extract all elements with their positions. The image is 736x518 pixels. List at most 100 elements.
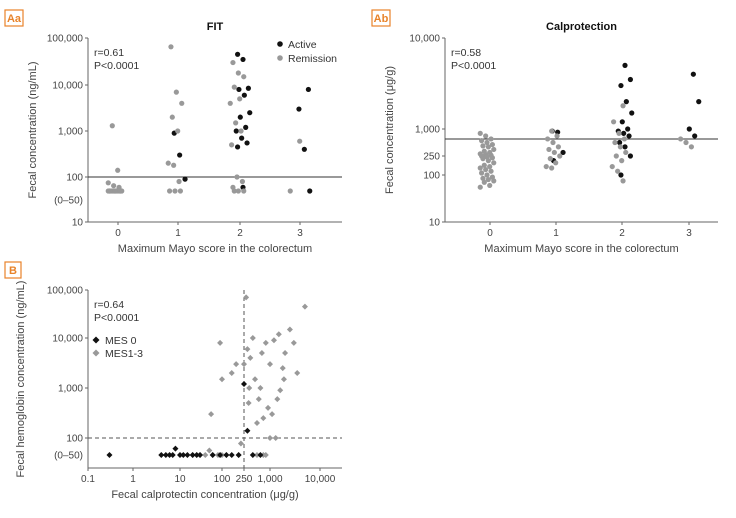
data-point bbox=[617, 139, 623, 146]
data-point bbox=[622, 62, 628, 68]
x-tick-label: 2 bbox=[237, 228, 243, 239]
x-tick-label: 1 bbox=[175, 228, 181, 239]
data-point bbox=[609, 163, 615, 170]
x-tick-label: 2 bbox=[619, 228, 625, 239]
data-point bbox=[223, 452, 230, 458]
data-point bbox=[106, 452, 113, 458]
data-point bbox=[182, 176, 188, 182]
y-tick-label: 10 bbox=[429, 218, 441, 229]
data-point bbox=[239, 178, 245, 185]
data-point bbox=[479, 138, 485, 144]
data-point bbox=[549, 128, 555, 134]
data-point bbox=[553, 160, 559, 166]
data-point bbox=[228, 452, 235, 458]
data-point bbox=[279, 365, 286, 372]
data-point bbox=[228, 369, 235, 376]
data-point bbox=[241, 361, 247, 368]
data-point bbox=[489, 155, 495, 161]
data-point bbox=[260, 415, 267, 422]
data-point bbox=[272, 435, 279, 441]
data-point bbox=[479, 170, 485, 176]
data-point bbox=[696, 99, 702, 105]
x-tick-label: 0 bbox=[487, 228, 493, 239]
legend-marker bbox=[92, 336, 100, 344]
data-point bbox=[208, 411, 215, 418]
data-point bbox=[235, 452, 242, 458]
data-point bbox=[627, 153, 634, 159]
x-axis-label: Fecal calprotectin concentration (μg/g) bbox=[111, 489, 298, 501]
x-tick-label: 1,000 bbox=[257, 474, 282, 485]
data-point bbox=[545, 136, 551, 142]
x-tick-label: 1 bbox=[553, 228, 559, 239]
data-point bbox=[257, 385, 264, 391]
data-point bbox=[623, 99, 629, 105]
data-point bbox=[234, 174, 240, 180]
stat-p: P<0.0001 bbox=[94, 60, 139, 72]
svg-text:Ab: Ab bbox=[374, 13, 389, 25]
data-point bbox=[237, 440, 244, 447]
data-point bbox=[168, 44, 174, 50]
data-point bbox=[235, 144, 241, 150]
data-point bbox=[247, 110, 253, 116]
data-point bbox=[551, 149, 557, 156]
data-point bbox=[249, 335, 256, 341]
y-tick-label: 10,000 bbox=[409, 34, 440, 45]
x-tick-label: 10,000 bbox=[305, 474, 336, 485]
chart-panel-correlation: (0–50) 100 1,000 10,000 100,000 0.1 1 10 100 250 1… bbox=[15, 281, 342, 501]
data-point bbox=[238, 128, 244, 134]
data-point bbox=[244, 427, 251, 434]
data-point bbox=[615, 168, 621, 174]
data-point bbox=[235, 51, 241, 57]
x-tick-label: 1 bbox=[130, 474, 136, 485]
data-point bbox=[258, 350, 265, 357]
panel-label-aa: Aa bbox=[4, 9, 24, 27]
data-point bbox=[621, 130, 627, 136]
data-point bbox=[230, 59, 236, 66]
data-point bbox=[487, 182, 493, 189]
data-point bbox=[554, 133, 560, 139]
data-point bbox=[294, 369, 301, 376]
data-point bbox=[485, 144, 491, 150]
data-point bbox=[286, 326, 293, 333]
data-point bbox=[254, 419, 260, 426]
x-axis-label: Maximum Mayo score in the colorectum bbox=[484, 243, 678, 255]
data-point bbox=[229, 142, 235, 148]
data-point bbox=[179, 100, 185, 106]
data-point bbox=[477, 184, 483, 190]
data-point bbox=[622, 144, 628, 150]
data-point bbox=[481, 162, 487, 168]
data-point bbox=[172, 188, 178, 194]
chart-title: Calprotection bbox=[546, 21, 617, 33]
data-point bbox=[175, 128, 181, 134]
data-point bbox=[169, 114, 175, 120]
data-point bbox=[241, 74, 247, 80]
data-point bbox=[613, 153, 619, 159]
data-point bbox=[173, 89, 179, 95]
data-point bbox=[169, 452, 176, 458]
data-point bbox=[111, 183, 117, 189]
data-point bbox=[171, 162, 177, 168]
y-tick-label: 10,000 bbox=[52, 334, 83, 345]
data-point bbox=[491, 178, 497, 184]
data-point bbox=[233, 120, 239, 126]
data-point bbox=[254, 452, 260, 458]
data-point bbox=[165, 160, 171, 166]
data-point bbox=[240, 56, 246, 63]
data-point bbox=[555, 144, 562, 150]
legend-marker bbox=[92, 349, 100, 357]
data-point bbox=[483, 133, 489, 139]
data-point bbox=[262, 339, 269, 346]
data-point bbox=[617, 144, 623, 150]
data-point bbox=[280, 376, 287, 383]
data-point bbox=[184, 452, 191, 458]
y-tick-label: 1,000 bbox=[58, 384, 83, 395]
data-point bbox=[158, 452, 165, 458]
data-point bbox=[611, 119, 617, 125]
y-axis-label: Fecal hemoglobin concentration (ng/mL) bbox=[15, 281, 27, 478]
data-point bbox=[105, 180, 111, 186]
data-point bbox=[277, 387, 284, 394]
data-point bbox=[484, 172, 490, 178]
data-point bbox=[626, 133, 632, 139]
data-point bbox=[616, 130, 622, 136]
